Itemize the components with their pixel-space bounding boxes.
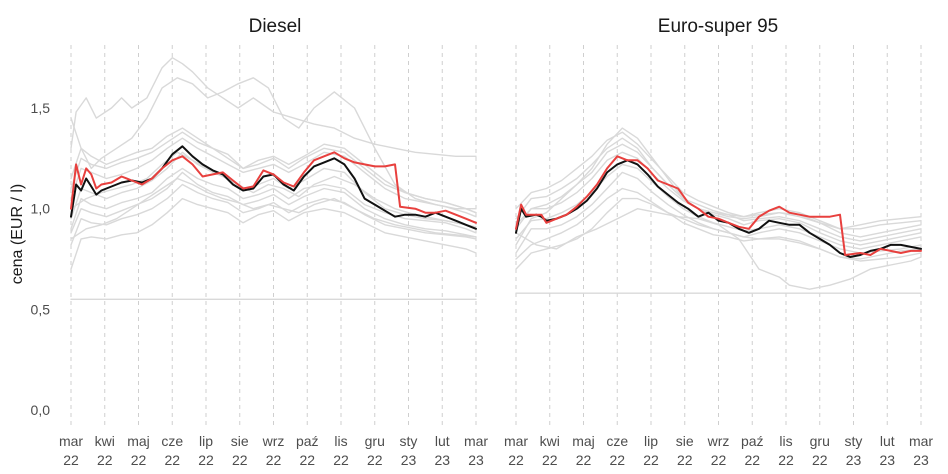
x-tick-year: 22 — [744, 452, 760, 468]
x-tick-year: 22 — [576, 452, 592, 468]
x-tick-month: sty — [845, 433, 863, 449]
x-tick-year: 22 — [299, 452, 315, 468]
x-tick-year: 22 — [643, 452, 659, 468]
series-line-other — [70, 77, 477, 210]
x-tick-year: 22 — [333, 452, 349, 468]
series-line-other — [515, 187, 922, 260]
x-tick-year: 23 — [879, 452, 895, 468]
x-tick-year: 22 — [367, 452, 383, 468]
x-tick-month: paź — [296, 433, 319, 449]
x-tick-year: 22 — [778, 452, 794, 468]
series-line-other — [70, 151, 477, 228]
y-tick-label: 1,0 — [31, 201, 51, 217]
series-line-other — [515, 171, 922, 254]
x-tick-month: lut — [435, 433, 450, 449]
series-line-other — [515, 143, 922, 242]
x-tick-month: kwi — [95, 433, 115, 449]
series-line-other — [70, 171, 477, 238]
x-tick-month: mar — [504, 433, 528, 449]
x-tick-year: 22 — [542, 452, 558, 468]
x-tick-year: 23 — [913, 452, 929, 468]
x-tick-year: 23 — [468, 452, 484, 468]
series-line-other — [70, 197, 477, 270]
x-tick-year: 22 — [677, 452, 693, 468]
panel-diesel: Diesel mar 22 kwi 22 maj 22 cze 22 lip 22 sie 22 wrz… — [59, 16, 488, 468]
x-tick-year: 22 — [63, 452, 79, 468]
x-tick-month: paź — [741, 433, 764, 449]
series-line-other — [515, 208, 922, 290]
x-tick-year: 23 — [846, 452, 862, 468]
series-line-other — [70, 137, 477, 218]
y-tick-label: 0,5 — [31, 301, 51, 317]
x-tick-month: sie — [231, 433, 249, 449]
x-tick-month: lis — [779, 433, 792, 449]
x-tick-month: lip — [199, 433, 213, 449]
series-line-other — [70, 167, 477, 234]
x-tick-year: 22 — [812, 452, 828, 468]
x-tick-month: wrz — [707, 433, 730, 449]
series-line-other — [70, 127, 477, 214]
y-tick-label: 1,5 — [31, 100, 51, 116]
x-tick-year: 22 — [609, 452, 625, 468]
panel-title-diesel: Diesel — [249, 16, 302, 37]
x-tick-month: sty — [400, 433, 418, 449]
x-tick-month: gru — [365, 433, 385, 449]
x-tick-month: maj — [127, 433, 150, 449]
series-line-other — [515, 131, 922, 230]
x-tick-month: cze — [161, 433, 183, 449]
x-tick-month: gru — [810, 433, 830, 449]
x-tick-year: 22 — [508, 452, 524, 468]
x-tick-year: 22 — [232, 452, 248, 468]
x-tick-month: mar — [59, 433, 83, 449]
series-line-highlight — [515, 155, 922, 256]
x-tick-month: cze — [606, 433, 628, 449]
x-tick-year: 22 — [198, 452, 214, 468]
x-tick-month: kwi — [540, 433, 560, 449]
x-tick-year: 22 — [711, 452, 727, 468]
series-line-other — [515, 127, 922, 246]
y-tick-label: 0,0 — [31, 402, 51, 418]
x-tick-month: lut — [880, 433, 895, 449]
x-tick-year: 23 — [434, 452, 450, 468]
x-tick-month: lip — [644, 433, 658, 449]
y-axis-title: cena (EUR / l) — [9, 184, 26, 284]
x-tick-month: mar — [909, 433, 933, 449]
x-tick-year: 23 — [401, 452, 417, 468]
x-tick-year: 22 — [266, 452, 282, 468]
x-tick-month: mar — [464, 433, 488, 449]
x-tick-month: wrz — [262, 433, 285, 449]
series-line-highlight — [70, 151, 477, 224]
x-tick-year: 22 — [97, 452, 113, 468]
series-line-other — [70, 57, 477, 157]
series-line-reference — [70, 145, 477, 230]
panel-title-euro-super-95: Euro-super 95 — [658, 16, 778, 37]
x-tick-year: 22 — [164, 452, 180, 468]
series-line-other — [70, 183, 477, 246]
panel-euro-super-95: Euro-super 95 mar 22 kwi 22 maj 22 cze 22 lip 22 s… — [504, 16, 933, 468]
x-tick-year: 22 — [131, 452, 147, 468]
x-tick-month: lis — [334, 433, 347, 449]
series-line-other — [70, 177, 477, 240]
x-tick-month: maj — [572, 433, 595, 449]
x-tick-month: sie — [676, 433, 694, 449]
y-axis-ticks: 0,0 0,5 1,0 1,5 — [31, 100, 51, 418]
